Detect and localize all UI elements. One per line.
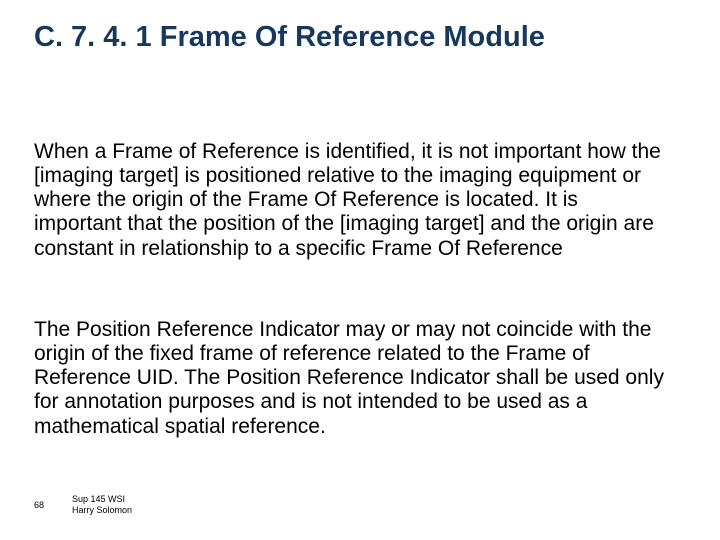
- body-paragraph-1: When a Frame of Reference is identified,…: [34, 140, 664, 261]
- slide-title: C. 7. 4. 1 Frame Of Reference Module: [34, 20, 686, 55]
- page-number: 68: [34, 500, 44, 510]
- footer-line-1: Sup 145 WSI: [72, 494, 132, 505]
- slide: C. 7. 4. 1 Frame Of Reference Module Whe…: [0, 0, 720, 540]
- footer-text: Sup 145 WSI Harry Solomon: [72, 494, 132, 516]
- slide-footer: 68 Sup 145 WSI Harry Solomon: [34, 494, 132, 516]
- footer-line-2: Harry Solomon: [72, 505, 132, 516]
- body-paragraph-2: The Position Reference Indicator may or …: [34, 318, 664, 439]
